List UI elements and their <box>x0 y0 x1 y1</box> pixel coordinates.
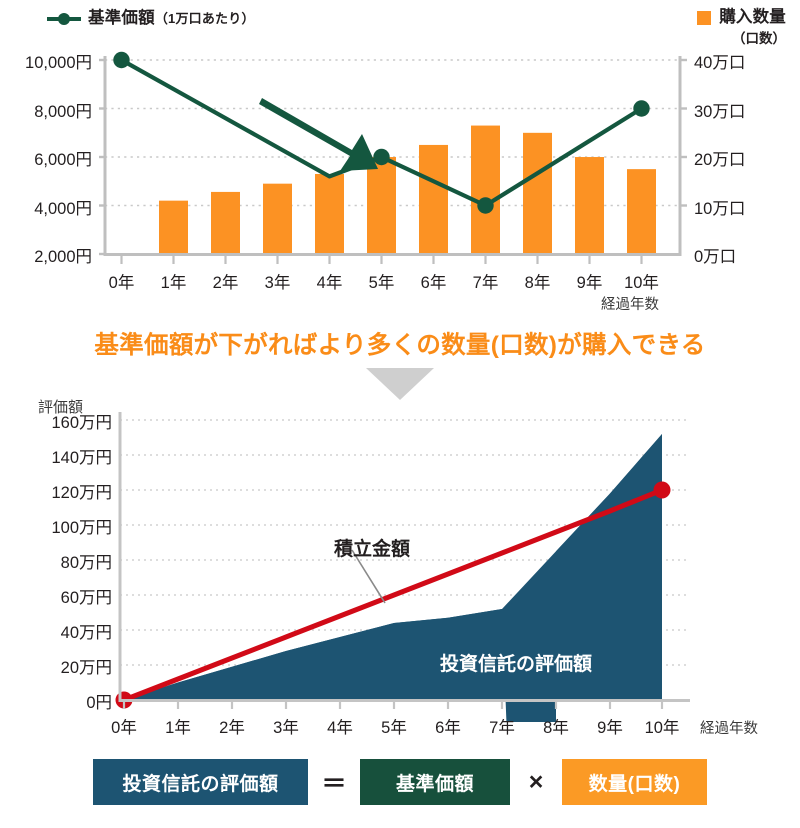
chart1-y2label-1: 30万口 <box>694 102 746 121</box>
chart-valuation-area: 投資信託の評価額 評価額 160万円 140万円 120万円 100万円 80万… <box>0 392 800 737</box>
chart2-ylabel-2: 120万円 <box>51 484 112 502</box>
formula-equals: ＝ <box>321 770 347 798</box>
chart1-xlabel-5: 5年 <box>368 274 395 292</box>
chart1-xlabel-2: 2年 <box>212 274 239 292</box>
chart1-xlabel-7: 7年 <box>472 274 499 292</box>
chart1-price-line <box>113 51 650 214</box>
chart2-xlabel-4: 4年 <box>327 719 353 737</box>
chart1-xlabel-10: 10年 <box>624 274 659 292</box>
legend-price-sub: （1万口あたり） <box>154 11 255 26</box>
chart2-xlabel-2: 2年 <box>219 719 245 737</box>
formula-units-box: 数量(口数) <box>562 759 707 805</box>
chart2-ylabel-1: 140万円 <box>51 449 112 467</box>
legend-price-text: 基準価額 <box>88 9 155 27</box>
chart2-ylabel-7: 20万円 <box>60 659 112 677</box>
formula-row: 投資信託の評価額 ＝ 基準価額 × 数量(口数) <box>0 756 800 808</box>
chart2-ylabel-4: 80万円 <box>60 554 112 572</box>
chart1-ylabel-4: 2,000円 <box>34 248 92 266</box>
chart1-x-ticks <box>120 254 643 264</box>
down-right-trend-arrow-icon <box>259 98 378 171</box>
chart2-x-ticks <box>122 700 664 709</box>
chart1-y2label-4: 0万口 <box>694 248 737 266</box>
chart1-xlabel-0: 0年 <box>108 274 135 292</box>
chart2-x-caption: 経過年数 <box>700 721 758 737</box>
chart2-xlabel-7: 7年 <box>489 719 515 737</box>
chart1-xlabel-6: 6年 <box>420 274 447 292</box>
legend-units-sub: （口数） <box>732 31 786 47</box>
chart2-y-caption: 評価額 <box>38 399 84 416</box>
chart2-xlabel-10: 10年 <box>644 719 680 737</box>
chart1-ylabel-3: 4,000円 <box>34 199 92 218</box>
chart1-ylabel-1: 8,000円 <box>34 102 92 121</box>
chart2-xlabel-5: 5年 <box>381 719 407 737</box>
legend-price-label: 基準価額（1万口あたり） <box>88 9 255 28</box>
line-dot-marker-icon <box>47 12 81 25</box>
chart2-ylabel-6: 40万円 <box>60 624 112 642</box>
chart1-left-ticks <box>99 58 105 256</box>
chart2-ylabel-3: 100万円 <box>51 519 112 537</box>
chart-price-and-units: 10,000円 8,000円 6,000円 4,000円 2,000円 40万口… <box>0 38 800 313</box>
chart2-area-series-fix <box>124 434 662 700</box>
chart1-bars <box>159 125 656 254</box>
chart2-xlabel-3: 3年 <box>273 719 299 737</box>
chart1-right-ticks <box>680 58 687 207</box>
chart1-xlabel-4: 4年 <box>316 274 343 292</box>
chart1-y2label-2: 20万口 <box>694 151 746 169</box>
chart1-y2label-3: 10万口 <box>694 199 746 218</box>
formula-result-box: 投資信託の評価額 <box>93 759 308 805</box>
chart2-area-annotation-svg: 投資信託の評価額 <box>440 652 592 675</box>
chart1-xlabel-9: 9年 <box>576 274 603 292</box>
chart1-xlabel-3: 3年 <box>264 274 291 292</box>
chart1-xlabel-8: 8年 <box>524 274 551 292</box>
chart1-ylabel-0: 10,000円 <box>25 54 92 72</box>
chart2-xlabel-9: 9年 <box>597 719 623 737</box>
chart2-xlabel-1: 1年 <box>165 719 191 737</box>
chart2-ylabel-5: 60万円 <box>60 589 112 607</box>
legend-price-series: 基準価額（1万口あたり） <box>47 9 255 28</box>
legend-units-series: 購入数量 （口数） <box>697 8 786 47</box>
chart2-line-annotation: 積立金額 <box>334 539 411 560</box>
down-arrow-icon <box>366 368 434 400</box>
chart2-ylabel-8: 0円 <box>86 694 112 712</box>
formula-price-box: 基準価額 <box>360 759 510 805</box>
chart2-canvas: 投資信託の評価額 <box>115 412 690 722</box>
formula-times: × <box>528 767 544 796</box>
legend-units-text: 購入数量 <box>719 8 786 26</box>
chart1-xlabel-1: 1年 <box>160 274 187 292</box>
chart2-xlabel-8: 8年 <box>543 719 569 737</box>
chart1-ylabel-2: 6,000円 <box>34 151 92 169</box>
chart1-y2label-0: 40万口 <box>694 54 746 72</box>
chart2-ylabel-0: 160万円 <box>51 414 112 432</box>
chart2-xlabel-0: 0年 <box>111 719 137 737</box>
headline-text: 基準価額が下がればより多くの数量(口数)が購入できる <box>94 332 706 359</box>
chart2-annotation-leader <box>351 549 386 604</box>
chart1-x-caption: 経過年数 <box>601 297 659 313</box>
chart1-canvas <box>99 51 687 264</box>
square-marker-icon <box>697 11 712 25</box>
chart2-xlabel-6: 6年 <box>435 719 461 737</box>
